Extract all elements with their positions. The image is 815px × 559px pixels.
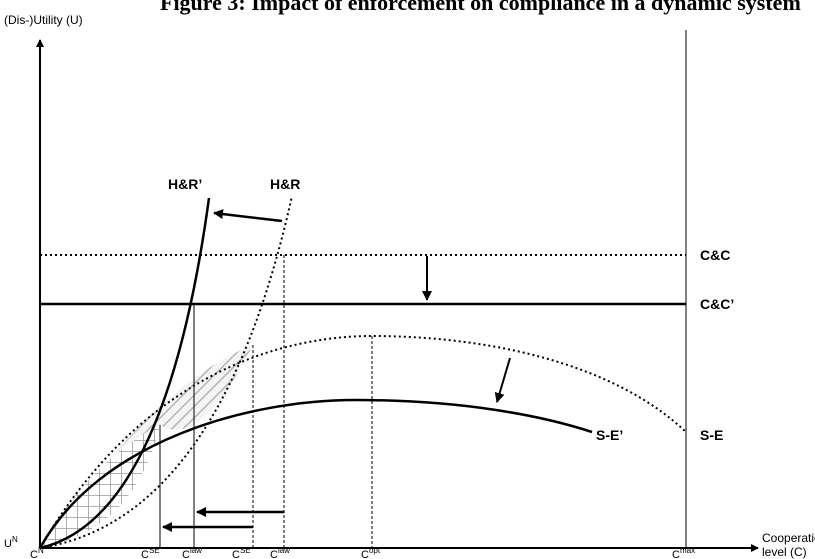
x-tick-cmax: Cmax bbox=[672, 546, 695, 559]
x-tick-copt: Copt bbox=[361, 546, 381, 559]
cc-prime-label: C&C’ bbox=[700, 296, 734, 312]
hr-shift-arrow bbox=[213, 209, 283, 223]
hr-prime-label: H&R’ bbox=[168, 176, 202, 192]
crosshatched-region bbox=[40, 425, 160, 548]
figure-title: Figure 3: Impact of enforcement on compl… bbox=[160, 0, 801, 15]
diagonal-hatched-region bbox=[40, 345, 253, 548]
x-tick-cse-prime: CSE’ bbox=[141, 546, 162, 559]
se-label: S-E bbox=[700, 427, 723, 443]
x-tick-cse: CSE bbox=[232, 546, 251, 559]
origin-label: UN bbox=[4, 535, 18, 550]
se-curve bbox=[39, 334, 687, 549]
x-axis-label-line2: level (C) bbox=[762, 545, 807, 559]
x-tick-claw-prime: Claw’ bbox=[182, 546, 204, 559]
x-axis-label-line1: Cooperation bbox=[762, 531, 815, 545]
se-shift-arrow bbox=[494, 357, 511, 403]
se-prime-label: S-E’ bbox=[596, 427, 623, 443]
hr-prime-curve bbox=[39, 197, 211, 550]
x-tick-cn: CN bbox=[30, 546, 44, 559]
cc-label: C&C bbox=[700, 247, 730, 263]
y-axis-label: (Dis-)Utility (U) bbox=[4, 13, 83, 27]
se-prime-curve bbox=[38, 398, 593, 549]
x-tick-claw: Claw bbox=[270, 546, 290, 559]
hr-label: H&R bbox=[270, 176, 300, 192]
